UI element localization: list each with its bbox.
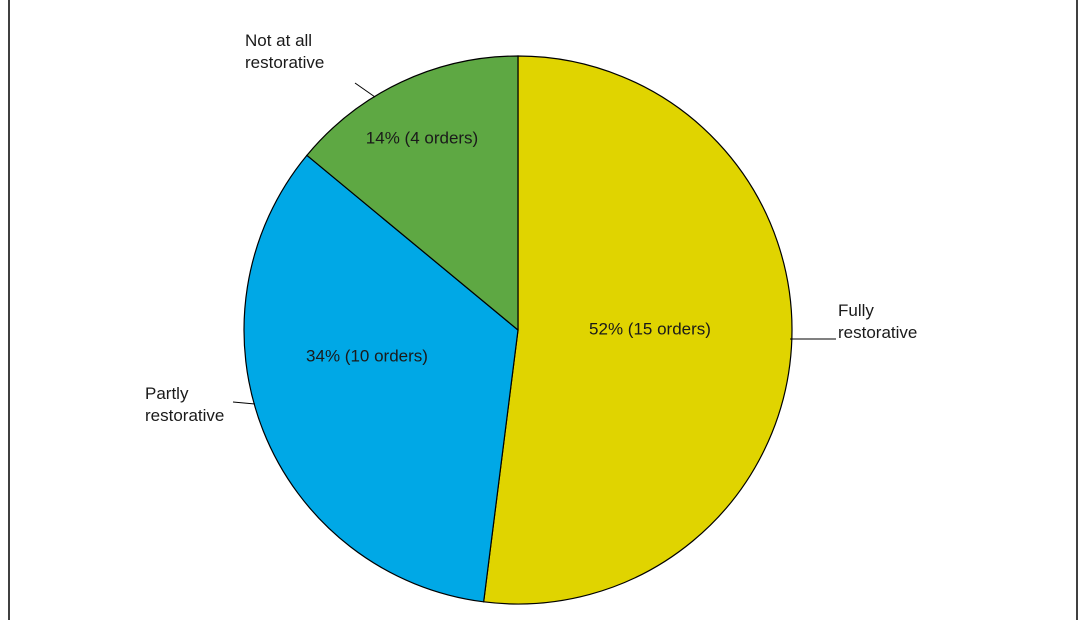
pie-slice-fully-restorative xyxy=(482,55,793,605)
pie-slice-partly-restorative xyxy=(243,154,519,603)
category-label-not-at-all-restorative: Not at all restorative xyxy=(245,31,324,72)
category-label-partly-restorative: Partly restorative xyxy=(145,384,224,425)
data-label-fully-restorative: 52% (15 orders) xyxy=(589,319,711,338)
pie-slice-not-at-all-restorative xyxy=(306,55,519,332)
leader-line-partly-restorative xyxy=(232,401,256,405)
leader-line-not-at-all-restorative xyxy=(354,82,376,98)
data-label-partly-restorative: 34% (10 orders) xyxy=(306,346,428,365)
data-label-not-at-all-restorative: 14% (4 orders) xyxy=(366,128,478,147)
category-label-fully-restorative: Fully restorative xyxy=(838,301,917,342)
